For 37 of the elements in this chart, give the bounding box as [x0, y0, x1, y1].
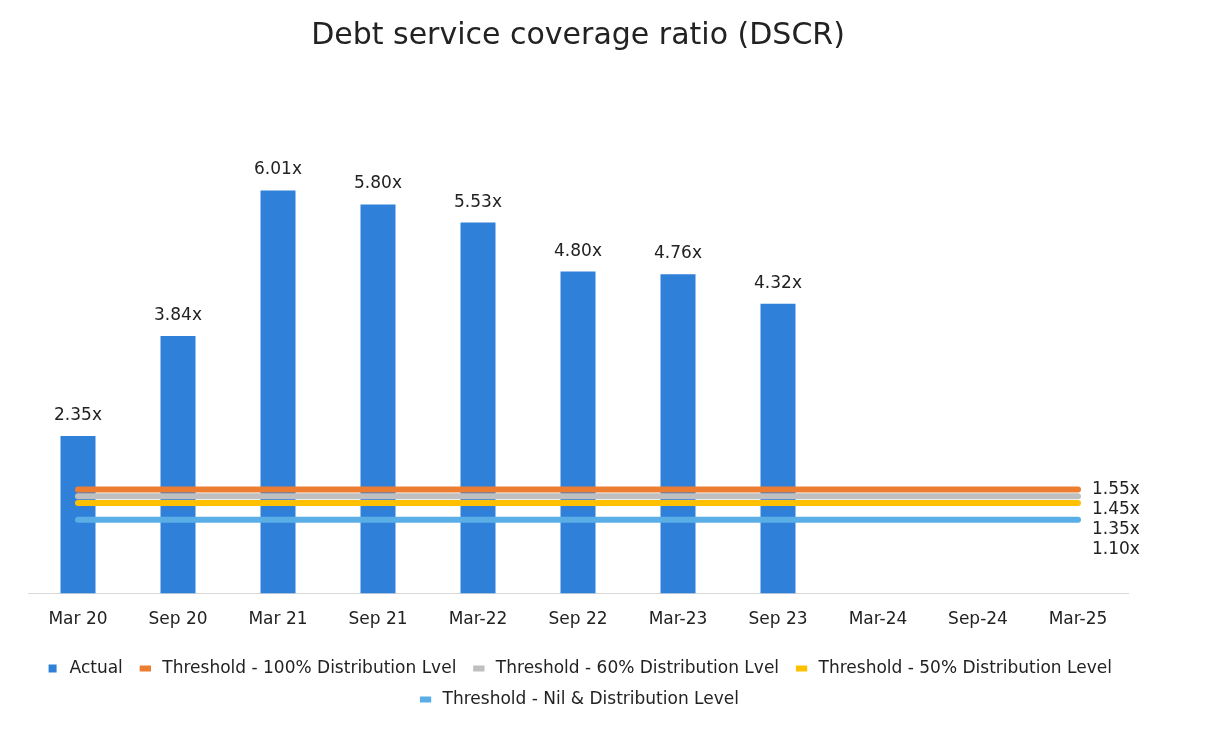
x-tick-label: Mar-23 [648, 608, 708, 629]
data-label: 1.10x [1092, 538, 1140, 559]
legend-label: Threshold - 60% Distribution Lvel [494, 656, 780, 677]
x-tick-label: Sep 22 [548, 608, 608, 629]
data-label: 5.80x [354, 172, 402, 193]
bar [560, 271, 596, 594]
x-tick-label: Mar-24 [848, 608, 908, 629]
data-label: 6.01x [254, 158, 302, 179]
x-tick-label: Sep 23 [748, 608, 808, 629]
legend-label: Actual [69, 656, 123, 677]
bar [160, 335, 196, 594]
bar [60, 435, 96, 594]
legend-label: Threshold - Nil & Distribution Level [441, 687, 739, 708]
data-label: 2.35x [54, 403, 102, 424]
x-tick-label: Mar-25 [1048, 608, 1108, 629]
x-tick-label: Sep-24 [948, 608, 1008, 629]
x-tick-label: Mar-22 [448, 608, 508, 629]
data-label: 4.80x [554, 239, 602, 260]
data-label: 4.32x [754, 271, 802, 292]
legend-label: Threshold - 50% Distribution Level [817, 656, 1112, 677]
x-tick-label: Mar 20 [48, 608, 108, 629]
x-tick-label: Mar 21 [248, 608, 308, 629]
data-label: 1.45x [1092, 498, 1140, 519]
bar [260, 190, 296, 594]
data-label: 1.55x [1092, 478, 1140, 499]
data-label: 1.35x [1092, 518, 1140, 539]
bar [360, 204, 396, 594]
data-label: 3.84x [154, 303, 202, 324]
chart-title: Debt service coverage ratio (DSCR) [311, 15, 845, 51]
data-label: 4.76x [654, 242, 702, 263]
legend-label: Threshold - 100% Distribution Lvel [161, 656, 457, 677]
x-tick-label: Sep 20 [148, 608, 208, 629]
data-label: 5.53x [454, 190, 502, 211]
bar [460, 222, 496, 594]
x-tick-label: Sep 21 [348, 608, 408, 629]
bar [660, 274, 696, 594]
bar [760, 303, 796, 594]
